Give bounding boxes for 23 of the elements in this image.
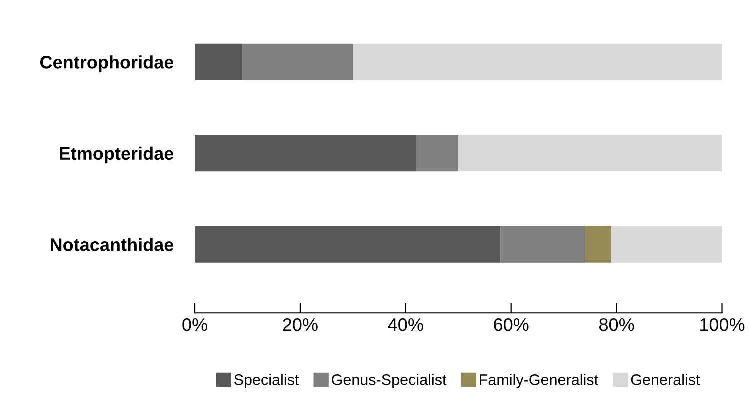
bar [195,44,242,80]
x-tick-label: 0% [182,318,208,332]
bar [585,226,612,263]
bar [195,135,416,172]
bar [612,226,722,263]
bar [500,226,586,263]
y-tick-label: Centrophoridae [40,56,174,72]
x-tick-label: 20% [283,318,318,332]
x-tick-label: 80% [600,318,634,332]
y-tick-label: Etmopteridae [60,146,174,164]
x-tick-label: 40% [388,318,424,332]
legend-label: Family-Generalist [480,374,598,388]
y-tick-label: Notacanthidae [50,238,174,252]
legend-label: Genus-Specialist [332,374,447,388]
x-tick-label: 60% [494,318,529,332]
bar [242,44,354,80]
legend-label: Specialist [234,374,300,388]
bar [458,135,722,172]
legend-label: Generalist [631,374,700,386]
bar [353,44,722,80]
bar [416,135,459,172]
x-tick-label: 100% [700,318,745,332]
bar [195,226,501,263]
